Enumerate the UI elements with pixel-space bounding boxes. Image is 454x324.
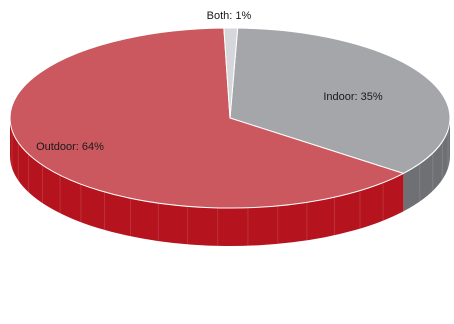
pie-label-both: Both: 1% (207, 10, 252, 22)
pie-top-layer (9, 27, 451, 209)
pie-label-indoor: Indoor: 35% (323, 91, 383, 103)
pie-side-layer (9, 118, 450, 246)
pie-side-outdoor (9, 118, 404, 246)
pie-slice-indoor (229, 27, 451, 174)
pie-label-outdoor: Outdoor: 64% (36, 141, 104, 153)
pie-label-layer: Indoor: 35% Outdoor: 64% Both: 1% (36, 10, 383, 153)
pie-slice-both (223, 27, 239, 119)
pie-side-indoor (403, 118, 450, 212)
pie-slice-outdoor (9, 27, 405, 209)
